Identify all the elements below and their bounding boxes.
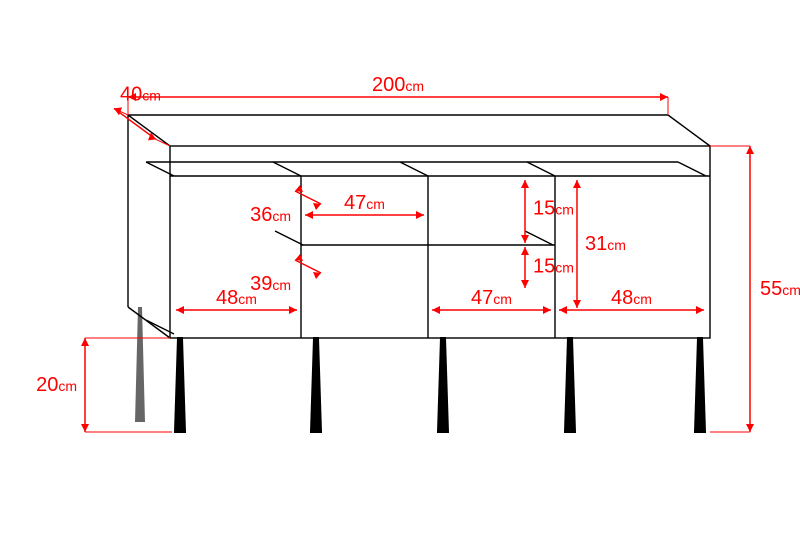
svg-text:47cm: 47cm xyxy=(344,192,385,214)
svg-text:15cm: 15cm xyxy=(533,256,574,278)
svg-text:39cm: 39cm xyxy=(250,273,291,295)
dim-depth-36 xyxy=(295,191,321,204)
leg-back xyxy=(135,307,145,422)
furniture-dimension-diagram: 200cm40cm55cm20cm48cm47cm48cm47cm36cm39c… xyxy=(0,0,800,533)
leg-2 xyxy=(311,338,321,432)
leg-1 xyxy=(175,338,185,432)
svg-text:20cm: 20cm xyxy=(36,374,77,396)
dim-depth-39 xyxy=(295,260,321,273)
svg-text:47cm: 47cm xyxy=(471,287,512,309)
svg-text:200cm: 200cm xyxy=(372,74,424,96)
leg-4 xyxy=(565,338,575,432)
svg-text:40cm: 40cm xyxy=(120,83,161,105)
svg-text:48cm: 48cm xyxy=(611,287,652,309)
leg-3 xyxy=(438,338,448,432)
leg-5 xyxy=(695,338,705,432)
svg-text:31cm: 31cm xyxy=(585,233,626,255)
svg-text:55cm: 55cm xyxy=(760,278,800,300)
svg-text:36cm: 36cm xyxy=(250,204,291,226)
legs xyxy=(135,307,705,432)
dimensions xyxy=(85,97,750,432)
svg-text:15cm: 15cm xyxy=(533,198,574,220)
